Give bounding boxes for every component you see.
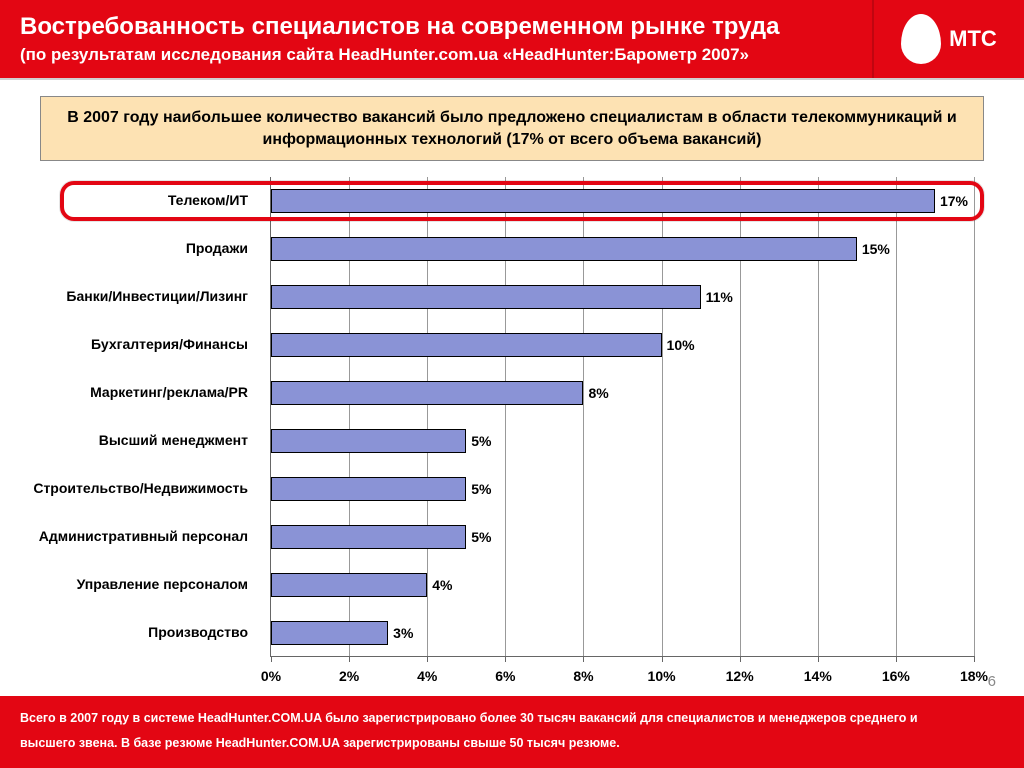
- slide-subtitle: (по результатам исследования сайта HeadH…: [20, 45, 872, 65]
- header: Востребованность специалистов на совреме…: [0, 0, 1024, 78]
- x-axis-label: 10%: [648, 668, 676, 684]
- x-tick: [583, 656, 584, 662]
- bar: 5%: [271, 477, 466, 501]
- bar-value-label: 5%: [471, 433, 491, 449]
- x-tick: [271, 656, 272, 662]
- header-divider: [0, 78, 1024, 80]
- bar-value-label: 8%: [588, 385, 608, 401]
- bar-value-label: 15%: [862, 241, 890, 257]
- bar-row: 10%: [271, 333, 974, 357]
- bar-value-label: 11%: [706, 289, 733, 305]
- footer: Всего в 2007 году в системе HeadHunter.C…: [0, 696, 1024, 768]
- x-axis-label: 4%: [417, 668, 437, 684]
- bar-value-label: 3%: [393, 625, 413, 641]
- logo-text: МТС: [949, 26, 997, 52]
- x-tick: [662, 656, 663, 662]
- bar-value-label: 10%: [667, 337, 695, 353]
- footer-line2: высшего звена. В базе резюме HeadHunter.…: [20, 731, 1004, 756]
- plot-area: 0%2%4%6%8%10%12%14%16%18%17%15%11%10%8%5…: [270, 177, 974, 657]
- x-axis-label: 6%: [495, 668, 515, 684]
- bar-row: 8%: [271, 381, 974, 405]
- bar-row: 4%: [271, 573, 974, 597]
- category-label: Телеком/ИТ: [20, 192, 260, 208]
- category-label: Высший менеджмент: [20, 432, 260, 448]
- header-text: Востребованность специалистов на совреме…: [20, 13, 872, 66]
- category-label: Маркетинг/реклама/PR: [20, 384, 260, 400]
- bar-row: 15%: [271, 237, 974, 261]
- x-axis-label: 14%: [804, 668, 832, 684]
- bar-value-label: 17%: [940, 193, 968, 209]
- bar-row: 5%: [271, 525, 974, 549]
- x-axis-label: 8%: [573, 668, 593, 684]
- x-axis-label: 12%: [726, 668, 754, 684]
- bar-row: 3%: [271, 621, 974, 645]
- gridline: [974, 177, 975, 656]
- x-tick: [740, 656, 741, 662]
- category-label: Бухгалтерия/Финансы: [20, 336, 260, 352]
- bar-row: 17%: [271, 189, 974, 213]
- bar: 10%: [271, 333, 662, 357]
- egg-icon: [901, 14, 941, 64]
- bar-value-label: 5%: [471, 481, 491, 497]
- x-axis-label: 0%: [261, 668, 281, 684]
- bar: 4%: [271, 573, 427, 597]
- bar: 15%: [271, 237, 857, 261]
- bar-chart: 0%2%4%6%8%10%12%14%16%18%17%15%11%10%8%5…: [270, 177, 974, 657]
- chart-container: 0% 2% 4% 6% 8% 10% 12% 14% 16% 18% 17% 15% 11% 10% 8% 5…: [20, 177, 1004, 697]
- category-label: Управление персоналом: [20, 576, 260, 592]
- footer-line1: Всего в 2007 году в системе HeadHunter.C…: [20, 706, 1004, 731]
- mts-logo: МТС: [872, 0, 1024, 78]
- category-label: Производство: [20, 624, 260, 640]
- category-label: Строительство/Недвижимость: [20, 480, 260, 496]
- bar-value-label: 4%: [432, 577, 452, 593]
- callout-box: В 2007 году наибольшее количество ваканс…: [40, 96, 984, 161]
- category-label: Административный персонал: [20, 528, 260, 544]
- x-axis-label: 18%: [960, 668, 988, 684]
- x-tick: [974, 656, 975, 662]
- x-tick: [818, 656, 819, 662]
- bar: 5%: [271, 525, 466, 549]
- category-label: Продажи: [20, 240, 260, 256]
- category-label: Банки/Инвестиции/Лизинг: [20, 288, 260, 304]
- bar: 11%: [271, 285, 701, 309]
- bar-row: 5%: [271, 477, 974, 501]
- bar-row: 5%: [271, 429, 974, 453]
- x-tick: [349, 656, 350, 662]
- bar: 8%: [271, 381, 583, 405]
- x-axis-label: 2%: [339, 668, 359, 684]
- x-tick: [427, 656, 428, 662]
- bar-value-label: 5%: [471, 529, 491, 545]
- slide-title: Востребованность специалистов на совреме…: [20, 13, 872, 42]
- bar-row: 11%: [271, 285, 974, 309]
- x-tick: [505, 656, 506, 662]
- page-number: 6: [988, 673, 996, 690]
- x-axis-label: 16%: [882, 668, 910, 684]
- bar: 3%: [271, 621, 388, 645]
- bar: 17%: [271, 189, 935, 213]
- bar: 5%: [271, 429, 466, 453]
- x-tick: [896, 656, 897, 662]
